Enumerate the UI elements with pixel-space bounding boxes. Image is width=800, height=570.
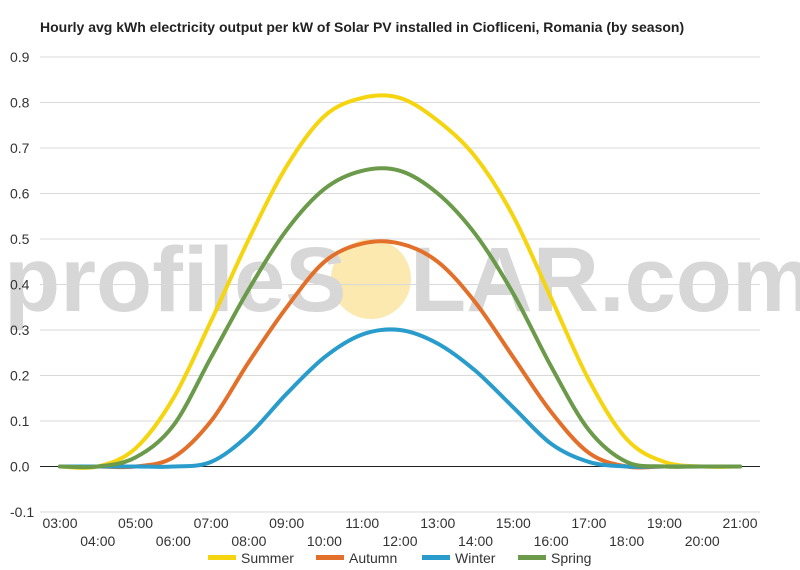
watermark-text-right: LAR.com [410, 229, 800, 331]
legend-swatch [422, 555, 450, 560]
x-tick-label: 04:00 [80, 533, 115, 549]
x-tick-label: 18:00 [609, 533, 644, 549]
watermark-text-left: profileS [4, 229, 346, 331]
x-tick-label: 16:00 [534, 533, 569, 549]
series-line-summer [58, 93, 742, 470]
x-tick-label: 07:00 [194, 515, 229, 531]
x-tick-label: 06:00 [156, 533, 191, 549]
legend-item-spring: Spring [518, 550, 591, 566]
x-tick-label: 14:00 [458, 533, 493, 549]
legend-label: Winter [455, 550, 496, 566]
y-tick-label: 0.2 [10, 368, 30, 384]
x-tick-label: 05:00 [118, 515, 153, 531]
legend-swatch [518, 555, 546, 560]
legend-swatch [316, 555, 344, 560]
x-tick-label: 15:00 [496, 515, 531, 531]
x-tick-label: 11:00 [345, 515, 379, 531]
watermark: profileS LAR.com [4, 229, 800, 331]
x-axis: 03:0004:0005:0006:0007:0008:0009:0010:00… [42, 515, 757, 549]
x-tick-label: 03:00 [42, 515, 77, 531]
legend-label: Autumn [349, 550, 397, 566]
y-tick-label: -0.1 [10, 504, 34, 520]
y-tick-label: 0.4 [10, 277, 30, 293]
x-tick-label: 10:00 [307, 533, 342, 549]
y-tick-label: 0.1 [10, 413, 30, 429]
y-tick-label: 0.0 [10, 459, 30, 475]
x-tick-label: 09:00 [269, 515, 304, 531]
chart-title: Hourly avg kWh electricity output per kW… [40, 19, 685, 35]
series-line-spring [58, 166, 742, 470]
y-tick-label: 0.9 [10, 49, 30, 65]
legend-swatch [208, 555, 236, 560]
y-tick-label: 0.8 [10, 95, 30, 111]
series-line-winter [58, 327, 742, 469]
y-tick-label: 0.5 [10, 231, 30, 247]
x-tick-label: 19:00 [647, 515, 682, 531]
legend: Summer Autumn Winter Spring [208, 550, 591, 566]
legend-label: Spring [551, 550, 591, 566]
x-tick-label: 13:00 [420, 515, 455, 531]
legend-item-summer: Summer [208, 550, 294, 566]
grid [40, 56, 760, 513]
x-tick-label: 17:00 [571, 515, 606, 531]
legend-label: Summer [241, 550, 294, 566]
y-tick-label: 0.6 [10, 186, 30, 202]
y-tick-label: 0.7 [10, 140, 30, 156]
legend-item-winter: Winter [422, 550, 496, 566]
y-axis: 0.9 0.8 0.7 0.6 0.5 0.4 0.3 0.2 0.1 0.0 -0.1 [10, 49, 34, 520]
watermark-sun-icon [331, 239, 411, 319]
plot-area [58, 93, 742, 470]
x-tick-label: 20:00 [685, 533, 720, 549]
x-tick-label: 12:00 [382, 533, 417, 549]
x-tick-label: 21:00 [722, 515, 757, 531]
legend-item-autumn: Autumn [316, 550, 397, 566]
x-tick-label: 08:00 [231, 533, 266, 549]
y-tick-label: 0.3 [10, 322, 30, 338]
